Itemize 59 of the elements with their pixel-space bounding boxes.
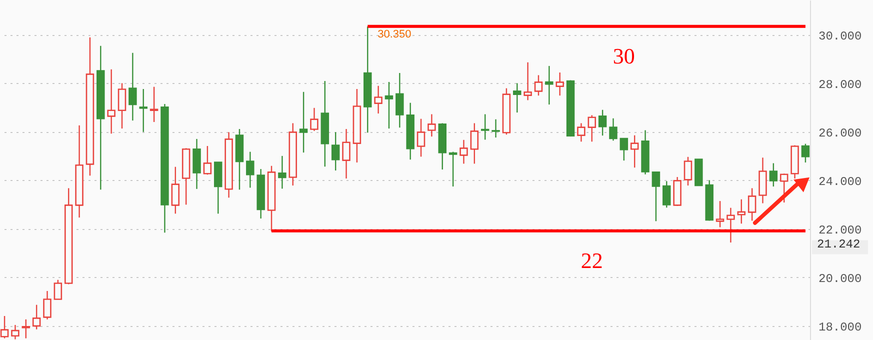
annotation: 30.350 [378,28,412,40]
candlestick [150,86,158,123]
candlestick [577,122,586,142]
y-tick-label: 24.000 [818,174,862,189]
candlestick [107,68,116,134]
candlestick [737,198,746,224]
y-tick-label: 22.000 [818,223,862,238]
candlestick [662,180,671,208]
candlestick [203,145,212,176]
y-tick-label: 20.000 [818,272,862,286]
candlestick [780,173,788,204]
candlestick [545,65,554,106]
candlestick [139,88,148,133]
text: 21.242 [817,237,860,252]
candlestick [609,118,618,142]
candlestick [384,81,394,130]
candlestick [652,171,660,222]
candlestick [428,114,436,138]
candlestick [448,151,458,188]
candlestick [374,85,382,114]
candlestick [342,128,350,180]
candlestick [769,162,778,188]
candlestick [54,279,62,300]
candlestick [556,72,564,96]
candlestick [310,107,318,132]
y-tick-label: 18.000 [818,320,862,334]
candlestick [396,72,404,128]
y-tick-label: 28.000 [818,78,862,92]
candlestick [331,132,340,172]
candlestick [524,62,532,101]
candlestick [460,139,468,164]
candlestick [128,52,137,122]
candlestick [416,118,426,158]
candlestick [684,156,692,186]
candlestick [32,304,41,330]
series-label: 30 [612,43,635,68]
candlestick [716,200,724,228]
candlestick [513,82,522,114]
y-tick-label: 26.000 [818,126,862,140]
series-label: 22 [580,248,603,273]
candlestick [598,109,607,136]
y-tick-label: 30.000 [818,29,862,44]
candlestick [748,188,756,222]
candlestick [192,138,201,190]
candlestick [726,207,735,244]
candlestick [299,91,308,154]
candlestick [171,166,180,214]
candlestick [620,137,628,162]
candlestick [630,134,639,168]
candlestick [278,155,286,190]
candlestick [588,114,596,142]
candlestick [118,82,126,130]
candlestick [534,74,543,96]
candlestick [470,122,479,164]
candlestick [43,290,52,320]
candlestick [492,118,500,138]
candlestick [480,114,490,140]
candlestick [801,143,810,164]
candlestick [246,151,254,188]
